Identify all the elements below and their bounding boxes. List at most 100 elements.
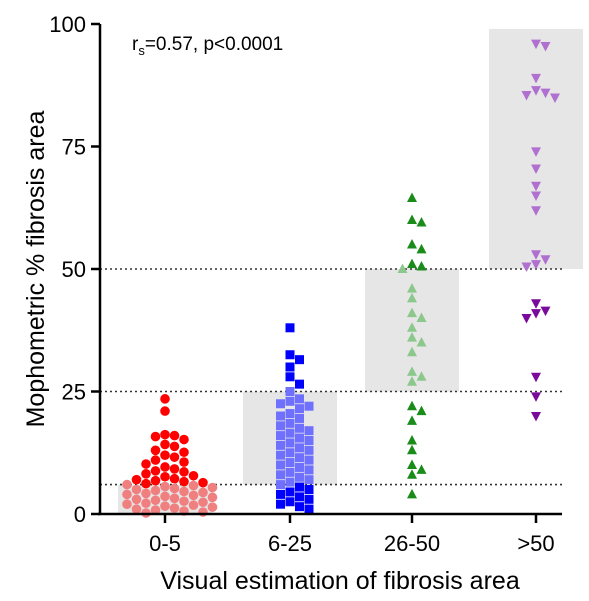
square-point bbox=[285, 487, 295, 497]
square-point bbox=[285, 418, 295, 428]
triangle-up-point bbox=[407, 444, 417, 455]
circle-point bbox=[179, 434, 189, 445]
triangle-up-point bbox=[416, 371, 427, 381]
square-point bbox=[295, 462, 304, 472]
square-point bbox=[276, 431, 285, 441]
square-point bbox=[285, 428, 295, 438]
triangle-down-point bbox=[521, 91, 532, 101]
triangle-up-point bbox=[407, 292, 417, 303]
square-point bbox=[285, 372, 295, 382]
square-point bbox=[285, 458, 295, 468]
square-point bbox=[276, 460, 285, 470]
square-point bbox=[285, 497, 295, 507]
triangle-down-point bbox=[540, 42, 551, 52]
triangle-down-point bbox=[531, 392, 541, 402]
square-point bbox=[304, 475, 314, 485]
circle-point bbox=[122, 479, 132, 490]
circle-point bbox=[179, 447, 189, 458]
triangle-down-point bbox=[531, 412, 541, 422]
square-point bbox=[304, 504, 314, 514]
circle-point bbox=[169, 430, 180, 441]
square-point bbox=[295, 492, 304, 502]
circle-point bbox=[160, 394, 170, 404]
triangle-up-point bbox=[407, 239, 417, 249]
triangle-up-point bbox=[407, 376, 417, 386]
triangle-up-point bbox=[407, 214, 417, 224]
triangle-down-point bbox=[550, 93, 560, 103]
triangle-down-point bbox=[540, 88, 551, 99]
circle-point bbox=[179, 467, 189, 477]
square-point bbox=[295, 413, 304, 423]
circle-point bbox=[131, 504, 142, 514]
square-point bbox=[285, 396, 295, 406]
triangle-down-point bbox=[540, 255, 551, 265]
square-point bbox=[285, 323, 295, 333]
square-point bbox=[285, 467, 295, 477]
triangle-down-point bbox=[531, 164, 541, 175]
triangle-up-point bbox=[416, 261, 427, 271]
y-tick-label: 50 bbox=[62, 257, 86, 282]
circle-point bbox=[188, 470, 199, 481]
circle-point bbox=[150, 455, 161, 465]
square-point bbox=[295, 379, 304, 389]
square-point bbox=[285, 387, 295, 396]
square-point bbox=[276, 499, 285, 509]
triangle-down-point bbox=[521, 262, 532, 273]
circle-point bbox=[160, 491, 170, 502]
annotation-r: r bbox=[132, 34, 139, 55]
triangle-down-point bbox=[531, 181, 541, 192]
triangle-up-point bbox=[416, 243, 427, 254]
circle-point bbox=[160, 429, 170, 440]
square-point bbox=[276, 411, 285, 421]
circle-point bbox=[122, 499, 132, 510]
circle-point bbox=[169, 441, 180, 452]
circle-point bbox=[188, 500, 199, 510]
x-tick-label: 0-5 bbox=[149, 531, 181, 556]
x-ticks: 0-5 6-25 26-50 >50 bbox=[149, 514, 555, 556]
square-point bbox=[304, 494, 314, 504]
x-tick-label: 26-50 bbox=[384, 531, 440, 556]
circle-point bbox=[160, 481, 170, 492]
y-tick-label: 75 bbox=[62, 135, 86, 160]
triangle-up-point bbox=[407, 332, 417, 342]
circle-point bbox=[179, 496, 189, 507]
circle-point bbox=[169, 483, 180, 494]
square-point bbox=[295, 472, 304, 482]
triangle-up-point bbox=[416, 464, 427, 474]
triangle-up-point bbox=[407, 307, 417, 318]
square-point bbox=[295, 355, 304, 365]
square-point bbox=[295, 423, 304, 433]
triangle-down-point bbox=[531, 250, 541, 260]
annotation-subscript: s bbox=[138, 43, 145, 58]
triangle-up-point bbox=[407, 415, 417, 425]
square-point bbox=[276, 480, 285, 490]
triangle-up-point bbox=[416, 405, 427, 416]
triangle-up-point bbox=[407, 488, 417, 499]
square-point bbox=[304, 426, 314, 436]
square-point bbox=[304, 455, 314, 465]
square-point bbox=[285, 448, 295, 458]
circle-point bbox=[207, 492, 218, 503]
circle-point bbox=[160, 462, 170, 472]
triangle-down-point bbox=[521, 314, 532, 324]
circle-point bbox=[160, 439, 170, 450]
circle-point bbox=[150, 505, 161, 515]
circle-point bbox=[207, 482, 218, 493]
triangle-up-point bbox=[407, 459, 417, 469]
square-point bbox=[285, 350, 295, 360]
triangle-up-point bbox=[416, 216, 427, 227]
circle-point bbox=[179, 486, 189, 497]
triangle-up-point bbox=[407, 346, 417, 357]
triangle-down-point bbox=[531, 309, 541, 319]
square-point bbox=[295, 404, 304, 414]
circle-point bbox=[131, 494, 142, 505]
triangle-down-point bbox=[531, 191, 541, 201]
square-point bbox=[276, 450, 285, 460]
y-tick-label: 25 bbox=[62, 380, 86, 405]
square-point bbox=[276, 399, 285, 409]
y-tick-label: 100 bbox=[49, 12, 86, 37]
square-point bbox=[295, 453, 304, 463]
circle-point bbox=[198, 477, 208, 488]
circle-point bbox=[150, 475, 161, 486]
